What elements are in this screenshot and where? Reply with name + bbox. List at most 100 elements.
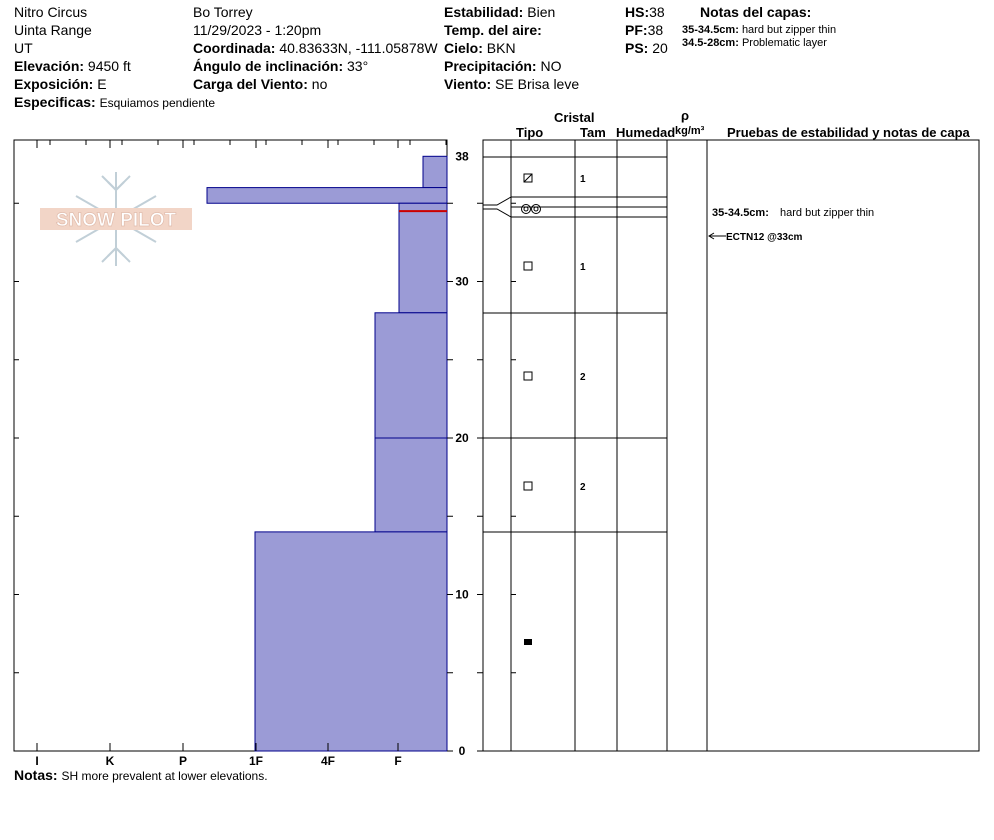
wind-load-label: Carga del Viento:	[193, 76, 308, 92]
elevation-value: 9450 ft	[87, 58, 131, 74]
depth-tick-label: 20	[455, 431, 469, 445]
hardness-tick-label: F	[394, 754, 401, 768]
precip-label: Precipitación:	[444, 58, 537, 74]
snowpilot-logo: SNOW PILOT	[40, 172, 192, 266]
wind-load-value: no	[311, 76, 328, 92]
test-arrow-head	[708, 232, 715, 240]
grain-size-value: 1	[580, 174, 586, 185]
notes-field: Notas: SH more prevalent at lower elevat…	[14, 767, 268, 784]
density-unit-header: kg/m³	[675, 125, 705, 137]
layer-note-range-text: 35-34.5cm:	[712, 207, 769, 219]
air-temp-field: Temp. del aire:	[444, 22, 542, 38]
layer-note-2-range: 34.5-28cm:	[682, 37, 739, 49]
pf-label: PF:	[625, 22, 648, 38]
slope-label: Ángulo de inclinación:	[193, 58, 344, 74]
grain-size-value: 1	[580, 262, 586, 273]
layer-note-1-range: 35-34.5cm:	[682, 24, 739, 36]
stability-field: Estabilidad: Bien	[444, 4, 555, 20]
layer-bar	[398, 202, 448, 314]
wind-label: Viento:	[444, 76, 492, 92]
rounded-icon	[524, 639, 532, 645]
hardness-tick-label: K	[106, 754, 115, 768]
aspect-label: Exposición:	[14, 76, 94, 92]
crystal-header: Cristal	[554, 110, 595, 125]
stability-label: Estabilidad:	[444, 4, 524, 20]
test-label: ECTN12 @33cm	[726, 232, 803, 243]
coordinate-label: Coordinada:	[193, 40, 276, 56]
ps-field: PS: 20	[625, 40, 668, 56]
wind-load-field: Carga del Viento: no	[193, 76, 327, 92]
aspect-field: Exposición: E	[14, 76, 107, 92]
layer-bar	[422, 155, 448, 189]
specifics-label: Especificas:	[14, 94, 96, 110]
wind-value: SE Brisa leve	[495, 76, 580, 92]
hardness-tick-label: I	[35, 754, 38, 768]
layer-note-1: 35-34.5cm: hard but zipper thin	[682, 24, 836, 37]
aspect-value: E	[97, 76, 107, 92]
logo-banner	[40, 208, 192, 230]
ectn-test-marker: ECTN12 @33cm	[708, 232, 803, 243]
precip-value: NO	[540, 58, 562, 74]
type-header: Tipo	[516, 125, 544, 140]
hardness-tick-label: 4F	[321, 754, 335, 768]
layer-note-text: hard but zipper thin	[780, 207, 874, 219]
wind-field: Viento: SE Brisa leve	[444, 76, 579, 92]
observer-name: Bo Torrey	[193, 4, 253, 20]
layer-table-rows: 1 1 2 2	[483, 156, 667, 645]
stability-value: Bien	[527, 4, 556, 20]
sky-value: BKN	[486, 40, 516, 56]
pf-value: 38	[647, 22, 664, 38]
hardness-tick-label: P	[179, 754, 187, 768]
specifics-value: Esquiamos pendiente	[99, 96, 216, 110]
layer-bar	[374, 437, 448, 533]
coordinate-field: Coordinada: 40.83633N, -111.05878W	[193, 40, 438, 56]
layer-bar	[374, 312, 448, 439]
slope-value: 33°	[347, 58, 369, 74]
depth-tick-label: 38	[455, 149, 469, 163]
depth-tick-label: 10	[455, 588, 469, 602]
layer-table-frame	[482, 139, 980, 752]
hardness-layers	[206, 155, 448, 752]
hs-label: HS:	[625, 4, 650, 20]
size-header: Tam	[580, 125, 606, 140]
moisture-header: Humedad	[616, 125, 676, 140]
precip-field: Precipitación: NO	[444, 58, 561, 74]
tests-header: Pruebas de estabilidad y notas de capa	[727, 125, 970, 140]
elevation-field: Elevación: 9450 ft	[14, 58, 131, 74]
depth-tick-label: 0	[459, 744, 466, 758]
range-name: Uinta Range	[14, 22, 92, 38]
specifics-field: Especificas: Esquiamos pendiente	[14, 94, 215, 111]
elevation-label: Elevación:	[14, 58, 85, 74]
state-name: UT	[14, 40, 33, 56]
hs-field: HS:38	[625, 4, 665, 20]
layer-bar	[206, 187, 448, 204]
depth-axis: 0 10 20 30 38	[14, 149, 469, 758]
location-name: Nitro Circus	[14, 4, 88, 20]
row-connector	[483, 196, 512, 206]
sky-label: Cielo:	[444, 40, 483, 56]
coordinate-value: 40.83633N, -111.05878W	[279, 40, 438, 56]
air-temp-label: Temp. del aire:	[444, 22, 542, 38]
layer-notes-title: Notas del capas:	[700, 4, 812, 20]
facet-icon	[523, 261, 533, 271]
hardness-axis: I K P 1F 4F F	[35, 140, 447, 768]
melt-form-icon	[521, 204, 541, 214]
notes-label: Notas:	[14, 767, 58, 783]
layer-bar	[254, 531, 448, 752]
ps-value: 20	[652, 40, 668, 56]
hardness-tick-label: 1F	[249, 754, 263, 768]
slope-field: Ángulo de inclinación: 33°	[193, 58, 368, 74]
grain-size-value: 2	[580, 372, 586, 383]
facet-icon	[523, 371, 533, 381]
hs-value: 38	[649, 4, 665, 20]
notes-value: SH more prevalent at lower elevations.	[61, 769, 268, 783]
row-connector	[483, 208, 512, 218]
layer-note-2: 34.5-28cm: Problematic layer	[682, 37, 827, 50]
layer-note-range: 35-34.5cm:	[712, 207, 769, 219]
logo-text: SNOW PILOT	[56, 210, 177, 231]
depth-tick-label: 30	[455, 275, 469, 289]
facet-icon	[523, 481, 533, 491]
pf-field: PF:38	[625, 22, 663, 38]
rho-header: ρ	[681, 108, 690, 123]
